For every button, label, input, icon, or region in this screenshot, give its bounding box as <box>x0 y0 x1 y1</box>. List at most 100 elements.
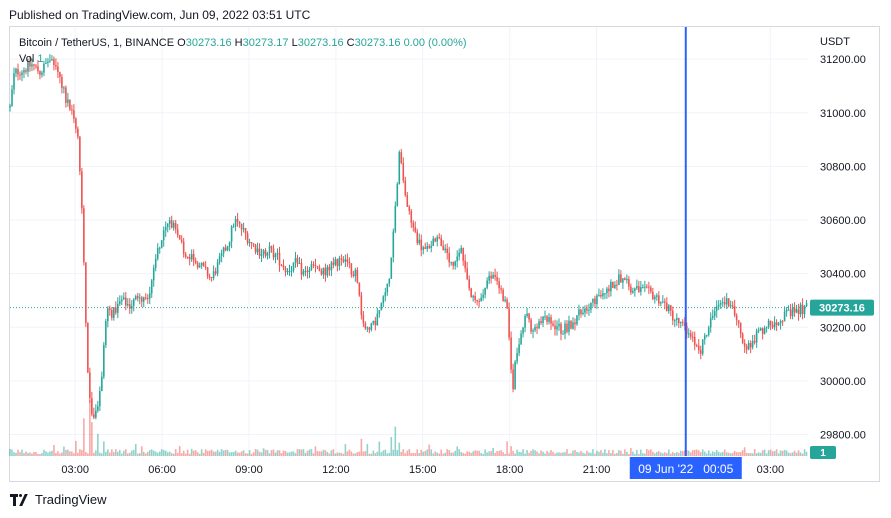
candle-body <box>398 152 401 185</box>
volume-bar <box>290 451 293 456</box>
candle-body <box>172 222 175 228</box>
candle-body <box>416 231 419 244</box>
candle-body <box>71 109 73 111</box>
volume-bar <box>384 449 387 456</box>
volume-bar <box>308 449 311 456</box>
volume-bar <box>298 449 301 456</box>
candle-body <box>490 275 492 279</box>
volume-bar <box>330 450 333 456</box>
volume-bar <box>310 449 313 456</box>
volume-bar <box>693 449 696 456</box>
volume-bar <box>122 450 125 456</box>
candle-body <box>711 316 714 318</box>
volume-bar <box>117 451 119 456</box>
volume-bar <box>715 449 718 456</box>
candle-body <box>582 312 584 315</box>
volume-bar <box>248 450 251 456</box>
y-tick-label: 30600.00 <box>820 215 866 227</box>
candle-body <box>216 262 219 274</box>
volume-bar <box>586 450 588 456</box>
volume-bar <box>352 453 355 456</box>
y-tick-label: 31000.00 <box>820 108 866 120</box>
candle-body <box>134 296 137 300</box>
candle-body <box>37 66 39 72</box>
candle-body <box>126 304 129 306</box>
volume-bar <box>41 452 43 456</box>
candle-body <box>474 295 476 301</box>
candle-body <box>737 320 740 323</box>
grid <box>10 27 808 456</box>
candle-body <box>148 293 151 299</box>
candle-body <box>352 274 355 277</box>
x-tick-label: 18:00 <box>496 464 524 476</box>
candle-body <box>356 269 359 283</box>
volume-bar <box>422 451 425 456</box>
y-tick-label: 30200.00 <box>820 322 866 334</box>
candle-body <box>230 226 233 242</box>
candle-body <box>741 333 744 344</box>
brand-footer[interactable]: TradingView <box>10 492 107 507</box>
candle-body <box>658 295 660 304</box>
volume-bar <box>99 452 101 456</box>
volume-bar <box>344 444 347 456</box>
candle-body <box>276 252 279 255</box>
price-axis: 29800.00 30000.00 30200.00 30400.00 30600.00… <box>820 54 866 441</box>
x-tick-label: 15:00 <box>409 464 437 476</box>
legend-volume-label: Vol <box>19 53 35 65</box>
candle-body <box>228 241 231 247</box>
volume-bar <box>530 450 532 456</box>
volume-bar <box>334 453 337 456</box>
volume-bar <box>476 450 478 456</box>
volume-bar <box>77 452 79 456</box>
volume-bar <box>105 451 107 456</box>
candle-body <box>486 280 488 288</box>
candle-body <box>272 248 275 258</box>
volume-bar <box>522 449 524 456</box>
legend-high-value: 30273.17 <box>242 37 289 49</box>
candle-body <box>154 258 157 268</box>
volume-bar <box>763 449 766 456</box>
candle-body <box>11 89 13 106</box>
candle-body <box>805 303 808 307</box>
volume-bar <box>238 452 241 456</box>
volume-bar <box>650 449 652 456</box>
volume-bar <box>652 451 654 456</box>
candle-body <box>624 278 626 281</box>
candle-body <box>408 206 411 211</box>
candle-body <box>406 195 409 207</box>
volume-bar <box>292 451 295 456</box>
volume-bar <box>460 452 462 456</box>
volume-bar <box>558 452 560 456</box>
volume-bar <box>598 451 600 456</box>
volume-bar <box>464 453 466 456</box>
candle-body <box>136 296 139 299</box>
volume-bar <box>757 452 760 456</box>
volume-bar <box>260 452 263 456</box>
volume-bar <box>745 452 748 456</box>
candle-body <box>324 267 327 276</box>
last-price-badge-bg <box>810 299 874 316</box>
volume-bar <box>418 453 421 456</box>
candle-body <box>202 262 205 267</box>
volume-bar <box>548 452 550 456</box>
candle-body <box>721 302 724 304</box>
candle-body <box>258 248 261 256</box>
volume-bar <box>536 451 538 456</box>
volume-bar <box>638 453 640 456</box>
candle-body <box>450 262 452 264</box>
volume-bar <box>220 449 223 456</box>
volume-bar <box>55 453 57 456</box>
candle-body <box>65 87 67 103</box>
volume-bar <box>360 438 363 456</box>
volume-bar <box>606 453 608 456</box>
candle-body <box>783 311 786 322</box>
volume-bar <box>192 450 195 456</box>
candle-body <box>176 229 179 236</box>
candle-body <box>747 343 750 350</box>
volume-bar <box>679 450 682 456</box>
volume-bar <box>749 452 752 456</box>
candle-body <box>464 260 466 269</box>
candle-body <box>506 299 508 309</box>
candle-body <box>452 262 454 266</box>
